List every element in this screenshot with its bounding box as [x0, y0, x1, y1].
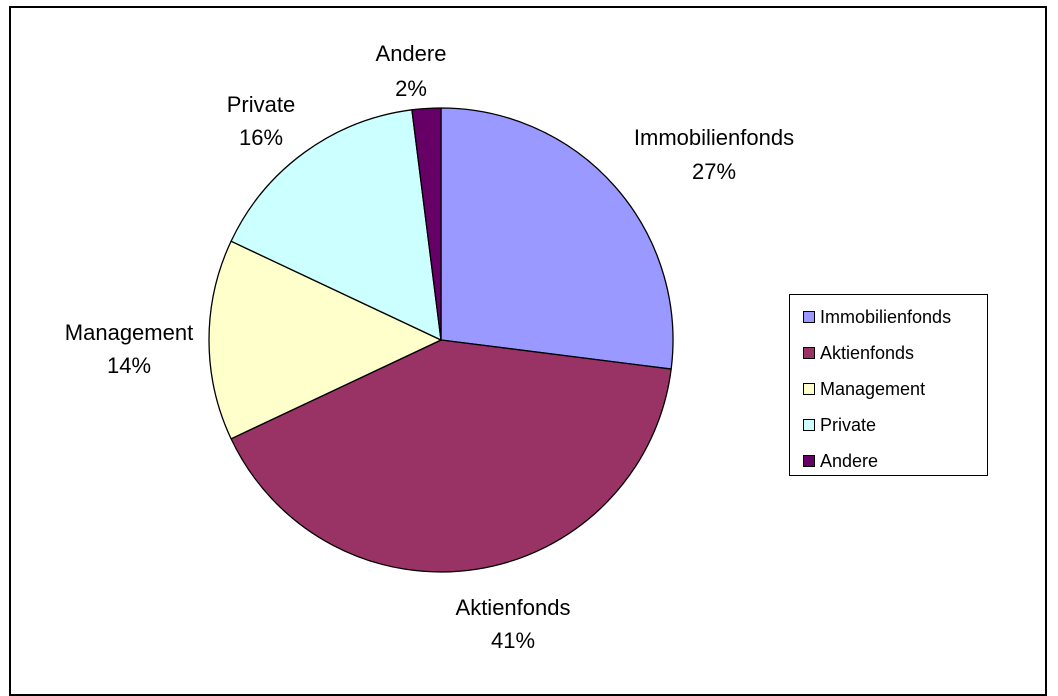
legend-label: Immobilienfonds [820, 306, 952, 327]
slice-label-private: Private [227, 92, 295, 117]
legend-item-immobilienfonds: Immobilienfonds [790, 299, 987, 335]
legend-swatch-private [803, 419, 815, 431]
legend-item-aktienfonds: Aktienfonds [790, 335, 987, 371]
legend-swatch-immobilienfonds [803, 311, 815, 323]
slice-label-management: Management [65, 320, 193, 345]
pie-slice-andere [411, 107, 442, 341]
legend-swatch-aktienfonds [803, 347, 815, 359]
legend-item-andere: Andere [790, 443, 987, 479]
slice-percent-management: 14% [107, 353, 151, 378]
legend-swatch-andere [803, 455, 815, 467]
slice-percent-private: 16% [239, 125, 283, 150]
legend-swatch-management [803, 383, 815, 395]
slice-label-aktienfonds: Aktienfonds [456, 595, 571, 620]
legend-label: Aktienfonds [820, 342, 915, 363]
pie-slice-aktienfonds [230, 339, 672, 573]
slice-label-immobilienfonds: Immobilienfonds [634, 125, 794, 150]
pie-slice-management [208, 240, 442, 440]
legend-label: Management [820, 378, 926, 399]
legend: Immobilienfonds Aktienfonds Management P… [789, 294, 988, 476]
pie-slice-immobilienfonds [440, 107, 674, 370]
slice-labels: Immobilienfonds 27% Aktienfonds 41% Manageme… [65, 41, 794, 653]
slice-label-andere: Andere [376, 41, 447, 66]
slice-percent-andere: 2% [395, 76, 427, 101]
legend-label: Private [820, 414, 877, 435]
slice-percent-immobilienfonds: 27% [692, 159, 736, 184]
legend-item-management: Management [790, 371, 987, 407]
pie-slice-private [230, 109, 442, 341]
legend-label: Andere [820, 450, 879, 471]
legend-item-private: Private [790, 407, 987, 443]
slice-percent-aktienfonds: 41% [491, 628, 535, 653]
pie-slices [208, 107, 674, 573]
